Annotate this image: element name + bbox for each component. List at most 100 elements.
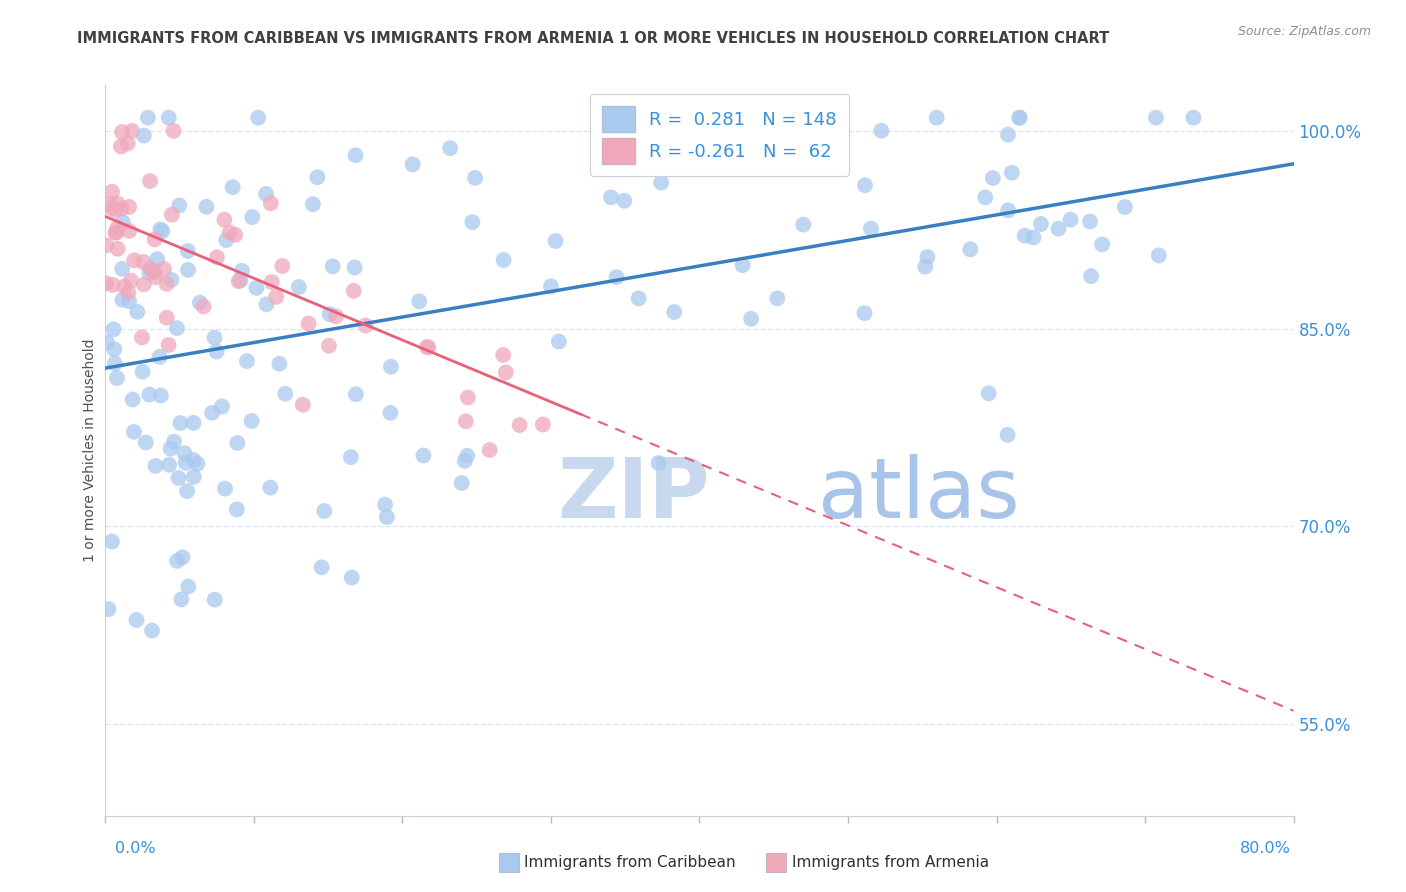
Point xyxy=(740,311,762,326)
Point xyxy=(318,307,340,321)
Point xyxy=(800,145,823,159)
Text: ZIP: ZIP xyxy=(557,454,710,535)
Point xyxy=(177,244,200,258)
Point xyxy=(723,111,745,125)
Point xyxy=(172,550,194,565)
Point xyxy=(254,297,277,311)
Point xyxy=(271,259,294,273)
Point xyxy=(170,592,193,607)
Point xyxy=(222,180,245,194)
Text: IMMIGRANTS FROM CARIBBEAN VS IMMIGRANTS FROM ARMENIA 1 OR MORE VEHICLES IN HOUSE: IMMIGRANTS FROM CARIBBEAN VS IMMIGRANTS … xyxy=(77,31,1109,46)
Point xyxy=(240,414,263,428)
Point xyxy=(205,250,228,264)
Point xyxy=(344,148,367,162)
Point xyxy=(101,534,124,549)
Point xyxy=(204,331,226,345)
Point xyxy=(177,263,200,277)
Point xyxy=(461,215,484,229)
Point xyxy=(229,273,252,287)
Point xyxy=(145,458,167,473)
Point xyxy=(925,111,948,125)
Point xyxy=(174,456,197,470)
Point xyxy=(264,290,287,304)
Point xyxy=(606,270,628,285)
Point xyxy=(240,210,263,224)
Point xyxy=(183,416,205,430)
Point xyxy=(103,343,125,357)
Text: 80.0%: 80.0% xyxy=(1240,841,1291,856)
Point xyxy=(853,178,876,193)
Point xyxy=(731,258,754,272)
Point xyxy=(269,357,291,371)
Point xyxy=(143,232,166,246)
Point xyxy=(211,400,233,414)
Point xyxy=(118,200,141,214)
Point xyxy=(613,194,636,208)
Point xyxy=(231,264,253,278)
Point xyxy=(105,196,128,211)
Point xyxy=(870,124,893,138)
Point xyxy=(600,190,623,204)
Point xyxy=(136,111,159,125)
Point xyxy=(307,170,329,185)
Point xyxy=(214,212,236,227)
Text: Immigrants from Armenia: Immigrants from Armenia xyxy=(792,855,988,870)
Point xyxy=(650,176,672,190)
Point xyxy=(103,322,125,336)
Point xyxy=(495,366,517,380)
Point xyxy=(1001,166,1024,180)
Point xyxy=(186,457,208,471)
Point xyxy=(173,446,195,460)
Point xyxy=(96,238,118,252)
Point xyxy=(531,417,554,432)
Point xyxy=(274,386,297,401)
Point xyxy=(291,398,314,412)
Point xyxy=(302,197,325,211)
Point xyxy=(540,279,562,293)
Point xyxy=(247,111,270,125)
Point xyxy=(997,203,1019,218)
Point xyxy=(1047,221,1070,235)
Point xyxy=(111,261,134,276)
Legend: R =  0.281   N = 148, R = -0.261   N =  62: R = 0.281 N = 148, R = -0.261 N = 62 xyxy=(589,94,849,177)
Point xyxy=(121,124,143,138)
Point xyxy=(107,242,129,256)
Point xyxy=(236,354,259,368)
Point xyxy=(193,300,215,314)
Point xyxy=(162,124,184,138)
Point xyxy=(138,387,160,401)
Point xyxy=(100,202,122,216)
Point xyxy=(149,222,172,236)
Point xyxy=(183,453,205,467)
Point xyxy=(132,255,155,269)
Point xyxy=(101,185,124,199)
Point xyxy=(105,225,128,239)
Point xyxy=(146,252,169,267)
Point xyxy=(1008,111,1031,125)
Point xyxy=(1080,269,1102,284)
Point xyxy=(139,174,162,188)
Point xyxy=(176,484,198,499)
Point xyxy=(322,260,344,274)
Point xyxy=(177,580,200,594)
Point xyxy=(117,285,139,300)
Point xyxy=(792,218,814,232)
Point xyxy=(169,198,191,212)
Point xyxy=(215,233,238,247)
Point xyxy=(627,292,650,306)
Point xyxy=(288,280,311,294)
Point xyxy=(492,252,515,267)
Point xyxy=(412,449,434,463)
Point xyxy=(457,391,479,405)
Point xyxy=(166,321,188,335)
Point xyxy=(917,250,939,264)
Point xyxy=(104,226,127,240)
Text: Source: ZipAtlas.com: Source: ZipAtlas.com xyxy=(1237,25,1371,38)
Point xyxy=(418,341,440,355)
Point xyxy=(132,128,155,143)
Text: atlas: atlas xyxy=(818,454,1019,535)
Point xyxy=(318,339,340,353)
Point xyxy=(163,434,186,449)
Point xyxy=(107,220,129,235)
Point xyxy=(1091,237,1114,252)
